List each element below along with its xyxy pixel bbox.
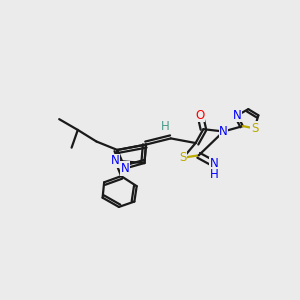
Text: N: N [233,109,242,122]
Text: H: H [161,120,170,134]
Text: N: N [121,162,130,175]
Text: N: N [111,154,119,167]
Text: S: S [179,151,187,164]
Text: N: N [219,125,228,138]
Text: N: N [210,157,219,170]
Text: S: S [251,122,258,135]
Text: H: H [210,168,219,181]
Text: O: O [196,109,205,122]
